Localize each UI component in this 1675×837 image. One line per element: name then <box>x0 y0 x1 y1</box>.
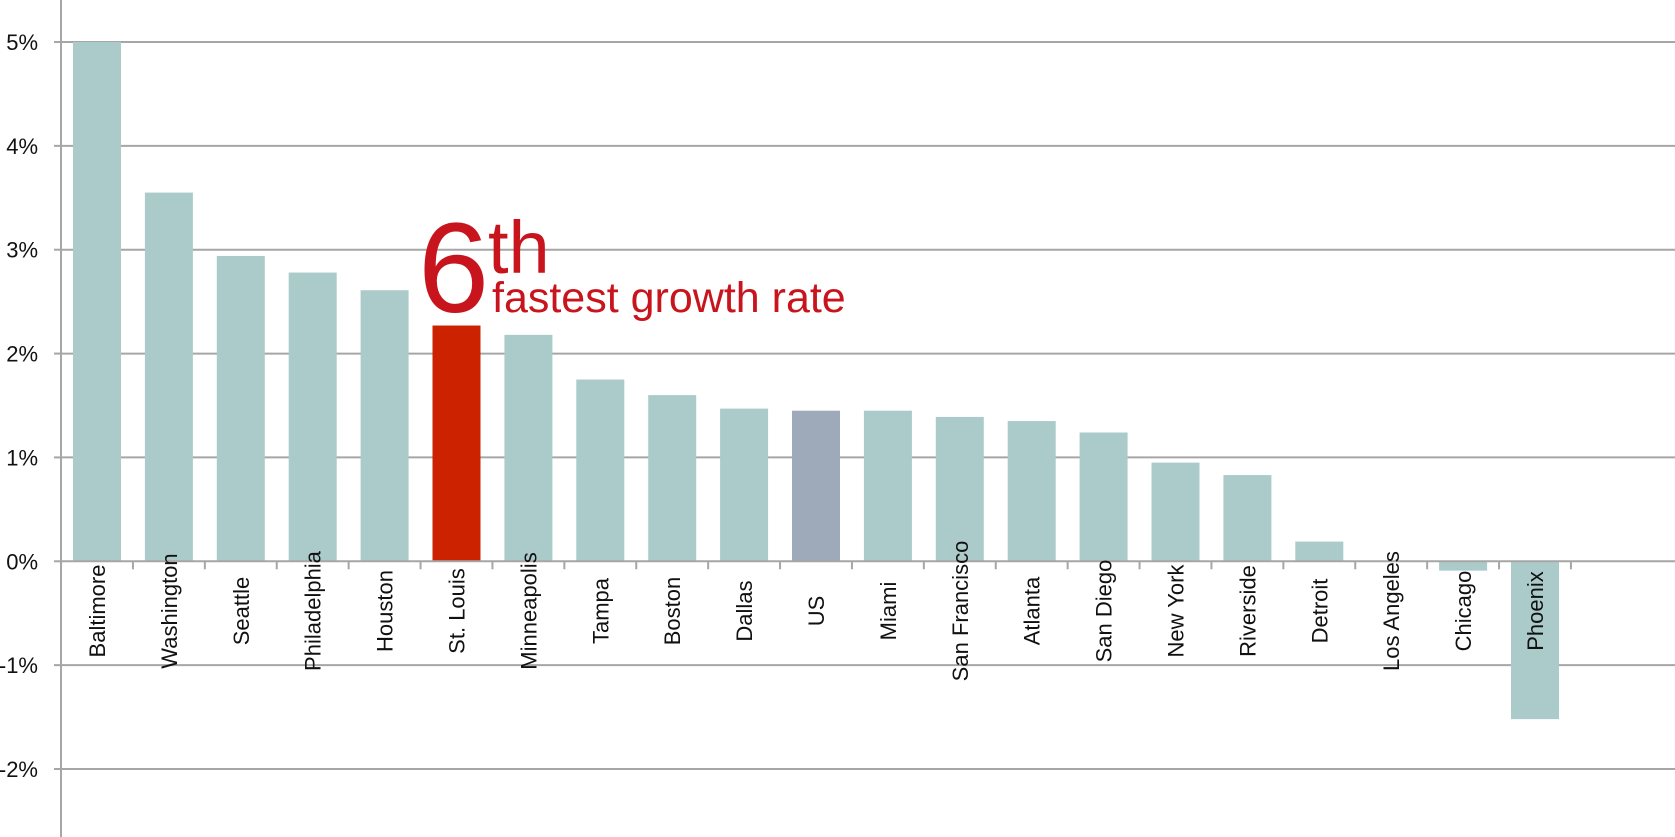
category-label: Los Angeles <box>1379 551 1404 671</box>
annotation-text: fastest growth rate <box>492 274 846 322</box>
bar <box>792 410 840 562</box>
category-label: St. Louis <box>445 568 470 654</box>
bar <box>576 379 625 562</box>
y-tick-label: 3% <box>6 238 38 263</box>
category-label: Seattle <box>229 577 254 646</box>
y-tick-label: 5% <box>6 30 38 55</box>
bar <box>1511 561 1559 720</box>
category-label: Tampa <box>588 577 613 644</box>
bar <box>288 272 337 562</box>
bar <box>73 42 121 562</box>
y-tick-label: 1% <box>6 445 38 470</box>
category-label: Boston <box>660 577 685 646</box>
bar <box>1223 475 1272 562</box>
y-tick-label: 2% <box>6 342 38 367</box>
annotation-rank: 6 <box>418 197 489 340</box>
category-label: Chicago <box>1451 571 1476 652</box>
annotation: 6 th fastest growth rate <box>418 197 846 340</box>
category-label: Minneapolis <box>516 552 541 669</box>
bars <box>73 42 1559 720</box>
category-label: Washington <box>157 553 182 668</box>
bar <box>648 395 697 562</box>
bar <box>1007 421 1056 562</box>
y-tick-label: -2% <box>0 757 38 782</box>
bar <box>863 410 912 562</box>
y-tick-label: 0% <box>6 549 38 574</box>
bar <box>504 334 553 562</box>
bar <box>144 192 193 562</box>
category-label: Atlanta <box>1020 576 1045 645</box>
y-tick-label: -1% <box>0 653 38 678</box>
bar <box>1079 432 1128 562</box>
bar <box>216 255 265 562</box>
category-label: Phoenix <box>1523 571 1548 651</box>
bar <box>935 416 984 562</box>
category-label: Detroit <box>1307 579 1332 644</box>
y-tick-label: 4% <box>6 134 38 159</box>
category-label: San Francisco <box>948 541 973 682</box>
bar <box>1151 462 1200 562</box>
category-label: Miami <box>876 582 901 641</box>
bar <box>720 408 769 562</box>
category-label: Riverside <box>1235 565 1260 657</box>
bar <box>360 290 409 562</box>
category-label: San Diego <box>1092 560 1117 663</box>
category-label: Philadelphia <box>301 550 326 671</box>
annotation-suffix: th <box>488 206 550 289</box>
bar <box>1295 541 1344 562</box>
y-tick-labels: 5% 4% 3% 2% 1% 0% -1% -2% <box>0 30 38 782</box>
category-label: Dallas <box>732 580 757 641</box>
category-label: Baltimore <box>85 565 110 658</box>
category-label: New York <box>1164 564 1189 658</box>
bar <box>1439 561 1488 571</box>
category-label: Houston <box>373 570 398 652</box>
bar <box>432 325 481 562</box>
axes <box>60 0 1675 837</box>
category-label: US <box>804 596 829 627</box>
category-labels: Baltimore Washington Seattle Philadelphia Ho… <box>85 541 1548 682</box>
